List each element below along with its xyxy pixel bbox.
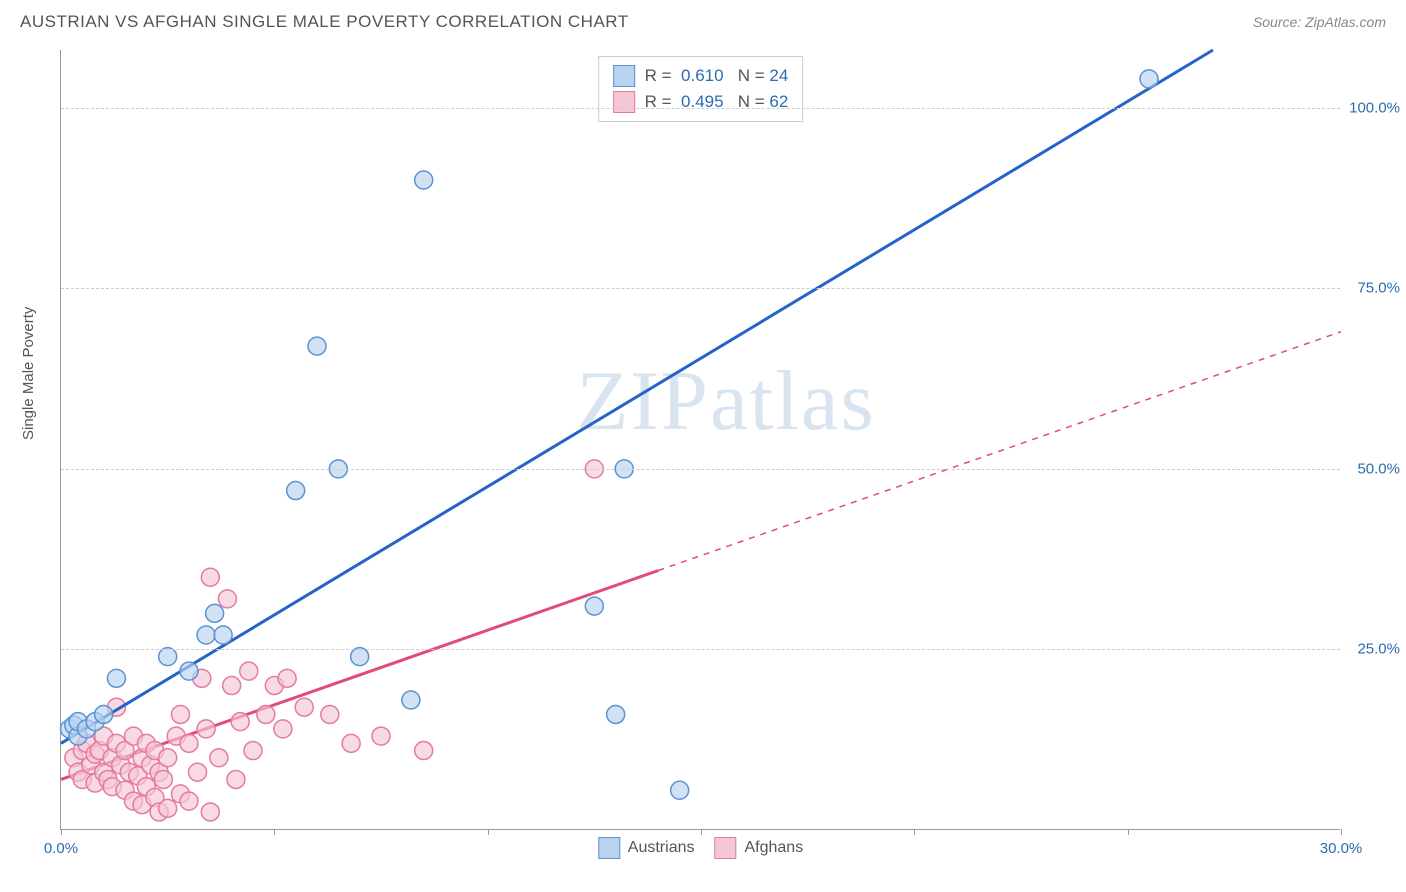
data-point	[308, 337, 326, 355]
data-point	[244, 742, 262, 760]
data-point	[218, 590, 236, 608]
x-tick-label: 0.0%	[44, 840, 78, 857]
gridline	[61, 469, 1340, 470]
data-point	[180, 662, 198, 680]
legend-correlation: R = 0.610 N = 24 R = 0.495 N = 62	[598, 56, 804, 122]
legend-series-label: Afghans	[744, 839, 803, 857]
x-tick	[914, 829, 915, 835]
data-point	[342, 734, 360, 752]
plot-area: ZIPatlas R = 0.610 N = 24R = 0.495 N = 6…	[60, 50, 1340, 830]
legend-swatch-icon	[613, 65, 635, 87]
data-point	[321, 705, 339, 723]
x-tick	[274, 829, 275, 835]
data-point	[274, 720, 292, 738]
data-point	[189, 763, 207, 781]
data-point	[159, 799, 177, 817]
data-point	[197, 626, 215, 644]
x-tick	[1341, 829, 1342, 835]
data-point	[223, 677, 241, 695]
data-point	[227, 770, 245, 788]
data-point	[180, 792, 198, 810]
data-point	[197, 720, 215, 738]
chart-title: AUSTRIAN VS AFGHAN SINGLE MALE POVERTY C…	[20, 12, 629, 32]
data-point	[415, 742, 433, 760]
y-tick-label: 25.0%	[1357, 641, 1400, 658]
legend-swatch-icon	[598, 837, 620, 859]
scatter-svg	[61, 50, 1340, 829]
data-point	[171, 705, 189, 723]
data-point	[257, 705, 275, 723]
data-point	[607, 705, 625, 723]
data-point	[210, 749, 228, 767]
legend-series-item: Austrians	[598, 837, 695, 859]
chart-source: Source: ZipAtlas.com	[1253, 14, 1386, 30]
x-tick	[1128, 829, 1129, 835]
data-point	[372, 727, 390, 745]
data-point	[402, 691, 420, 709]
data-point	[107, 669, 125, 687]
legend-row: R = 0.495 N = 62	[613, 89, 789, 115]
y-tick-label: 100.0%	[1349, 99, 1400, 116]
data-point	[159, 749, 177, 767]
data-point	[1140, 70, 1158, 88]
data-point	[231, 713, 249, 731]
data-point	[415, 171, 433, 189]
x-tick-label: 30.0%	[1320, 840, 1363, 857]
trend-line	[61, 50, 1213, 743]
y-tick-label: 75.0%	[1357, 280, 1400, 297]
data-point	[154, 770, 172, 788]
legend-series-label: Austrians	[628, 839, 695, 857]
x-tick	[61, 829, 62, 835]
data-point	[180, 734, 198, 752]
x-tick	[701, 829, 702, 835]
trend-line-dashed	[658, 332, 1341, 571]
legend-series-item: Afghans	[714, 837, 803, 859]
data-point	[295, 698, 313, 716]
legend-text: R = 0.495 N = 62	[645, 92, 789, 112]
chart-header: AUSTRIAN VS AFGHAN SINGLE MALE POVERTY C…	[0, 0, 1406, 40]
data-point	[287, 482, 305, 500]
data-point	[240, 662, 258, 680]
legend-row: R = 0.610 N = 24	[613, 63, 789, 89]
data-point	[671, 781, 689, 799]
legend-text: R = 0.610 N = 24	[645, 66, 789, 86]
data-point	[585, 597, 603, 615]
y-tick-label: 50.0%	[1357, 460, 1400, 477]
data-point	[206, 604, 224, 622]
data-point	[214, 626, 232, 644]
gridline	[61, 108, 1340, 109]
y-axis-label: Single Male Poverty	[20, 307, 37, 440]
x-tick	[488, 829, 489, 835]
gridline	[61, 649, 1340, 650]
data-point	[95, 705, 113, 723]
data-point	[278, 669, 296, 687]
gridline	[61, 288, 1340, 289]
data-point	[201, 803, 219, 821]
legend-series: Austrians Afghans	[598, 837, 803, 859]
legend-swatch-icon	[613, 91, 635, 113]
data-point	[201, 568, 219, 586]
legend-swatch-icon	[714, 837, 736, 859]
